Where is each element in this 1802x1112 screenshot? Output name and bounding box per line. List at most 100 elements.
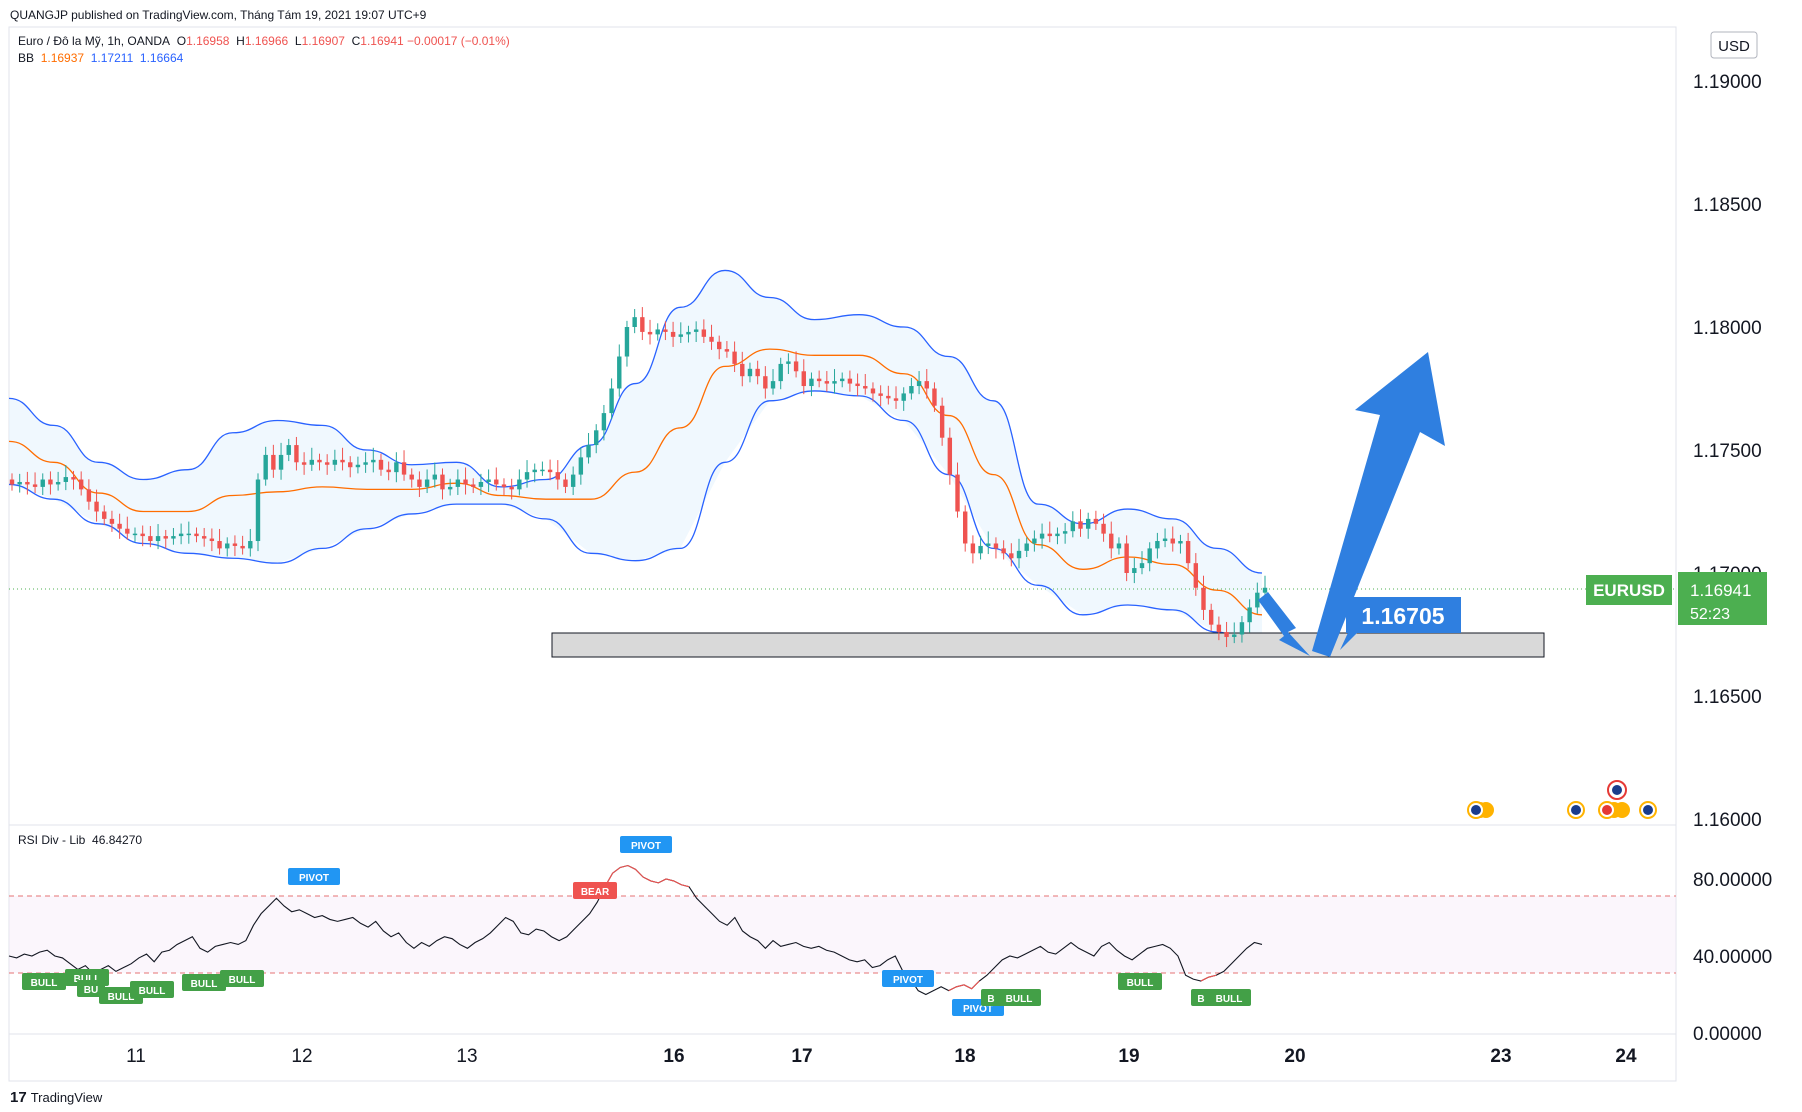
candle-body — [1162, 538, 1168, 542]
down-arrow — [1258, 592, 1310, 656]
bb-lower-band — [8, 390, 1263, 658]
candle-body — [178, 533, 184, 537]
candle-body — [40, 479, 45, 487]
candle-body — [786, 361, 791, 364]
candle-body — [655, 329, 660, 335]
candle-body — [55, 481, 61, 485]
tradingview-logo[interactable]: 17 TradingView — [10, 1089, 103, 1106]
candle-body — [724, 349, 730, 352]
candle-body — [947, 437, 953, 475]
rsi-signal-badge — [1118, 973, 1162, 990]
price-tick: 1.18500 — [1693, 195, 1762, 216]
candle-body — [447, 486, 453, 490]
target-label: 1.16705 — [1361, 603, 1444, 629]
candle-body — [286, 445, 291, 455]
candle-body — [25, 481, 30, 485]
candle-body — [594, 430, 599, 446]
symbol-tag — [1586, 575, 1672, 605]
candle-body — [701, 329, 707, 337]
candle-body — [332, 459, 338, 465]
rsi-title: RSI Div - Lib — [18, 833, 86, 847]
candle-body — [1124, 543, 1129, 573]
symbol-legend[interactable]: Euro / Đô la Mỹ, 1h, OANDA O1.16958 H1.1… — [18, 34, 510, 48]
rsi-signal-text: BULL — [229, 975, 256, 986]
rsi-signal-text: BU — [84, 985, 98, 996]
candle-body — [1016, 550, 1022, 559]
candle-body — [1155, 541, 1160, 549]
candle-body — [1009, 553, 1014, 559]
rsi-legend[interactable]: RSI Div - Lib 46.84270 — [18, 833, 142, 847]
candle-body — [801, 371, 806, 387]
candle-body — [94, 501, 99, 512]
rsi-signal-badge — [1191, 989, 1211, 1006]
price-tick: 1.16500 — [1693, 687, 1762, 708]
candle-body — [71, 477, 76, 480]
time-tick: 11 — [126, 1046, 146, 1067]
up-arrow[interactable] — [1312, 352, 1445, 657]
candle-body — [778, 363, 783, 382]
candle-body — [686, 331, 691, 335]
rsi-signal-text: BULL — [139, 986, 166, 997]
candle-body — [1139, 563, 1145, 569]
support-zone[interactable] — [551, 632, 1545, 658]
candle-body — [1093, 518, 1099, 524]
candle-body — [102, 511, 107, 519]
change-value: −0.00017 (−0.01%) — [407, 34, 510, 48]
candle-body — [294, 445, 299, 463]
publisher-line: QUANGJP published on TradingView.com, Th… — [10, 8, 427, 22]
candle-body — [532, 469, 537, 473]
candle-body — [348, 462, 353, 468]
countdown: 52:23 — [1690, 606, 1730, 623]
rsi-signal-text: BULL — [1127, 978, 1154, 989]
candle-body — [194, 533, 199, 537]
candle-body — [155, 536, 161, 542]
candle-body — [832, 381, 837, 384]
candle-body — [540, 469, 545, 472]
time-tick: 24 — [1615, 1046, 1637, 1067]
rsi-axis: 80.00000 40.00000 0.00000 — [1693, 870, 1772, 1045]
candle-body — [463, 479, 468, 485]
price-tick: 1.16000 — [1693, 810, 1762, 831]
rsi-signal-text: BULL — [74, 974, 101, 985]
candle-body — [678, 334, 683, 337]
candle-body — [1224, 632, 1229, 637]
candle-body — [109, 518, 115, 524]
candle-body — [1193, 563, 1199, 588]
target-label-box[interactable] — [1346, 597, 1461, 633]
candle-body — [86, 489, 92, 502]
candle-body — [271, 454, 276, 470]
rsi-line-highlight — [604, 864, 1217, 992]
candle-body — [1185, 541, 1191, 564]
candle-body — [547, 469, 553, 473]
bb-legend[interactable]: BB 1.16937 1.17211 1.16664 — [18, 51, 184, 65]
candle-body — [394, 462, 399, 473]
candle-body — [717, 341, 722, 350]
candle-body — [955, 474, 960, 512]
candle-body — [1232, 634, 1237, 637]
candle-body — [317, 459, 322, 463]
candle-body — [570, 474, 576, 487]
candle-body — [9, 479, 15, 485]
time-tick: 13 — [456, 1046, 477, 1067]
rsi-signal-text: PIVOT — [631, 841, 661, 852]
low-value: 1.16907 — [301, 34, 345, 48]
candle-body — [432, 474, 437, 480]
candle-body — [1024, 543, 1029, 551]
candle-body — [1247, 607, 1252, 623]
candle-body — [1170, 538, 1175, 544]
bb-upper-value: 1.17211 — [90, 51, 134, 65]
candle-body — [163, 536, 168, 539]
price-axis: 1.190001.185001.180001.175001.170001.165… — [1693, 72, 1762, 831]
candle-body — [371, 459, 376, 463]
candle-body — [840, 378, 845, 382]
candle-body — [301, 462, 307, 465]
economic-events[interactable] — [1467, 780, 1657, 819]
candle-body — [632, 317, 637, 327]
rsi-signal-badge — [1207, 989, 1251, 1006]
candle-body — [1047, 533, 1052, 537]
rsi-value: 46.84270 — [92, 833, 143, 847]
currency-button[interactable] — [1710, 31, 1758, 59]
bb-fill — [9, 270, 1262, 657]
